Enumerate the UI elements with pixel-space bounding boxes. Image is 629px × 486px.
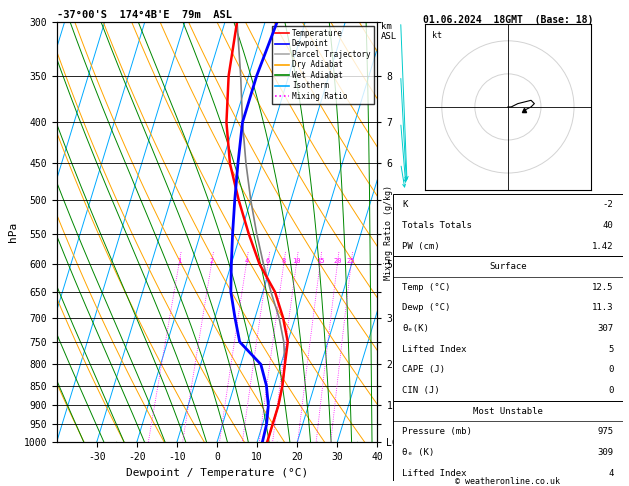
- Legend: Temperature, Dewpoint, Parcel Trajectory, Dry Adiabat, Wet Adiabat, Isotherm, Mi: Temperature, Dewpoint, Parcel Trajectory…: [272, 26, 374, 104]
- Text: θₑ(K): θₑ(K): [403, 324, 429, 333]
- Text: 0: 0: [608, 386, 613, 395]
- Text: 10: 10: [292, 258, 301, 264]
- Text: -2: -2: [603, 200, 613, 209]
- Text: 975: 975: [598, 427, 613, 436]
- Text: Totals Totals: Totals Totals: [403, 221, 472, 230]
- Bar: [393, 401, 623, 486]
- Text: km
ASL: km ASL: [381, 22, 397, 41]
- Text: Temp (°C): Temp (°C): [403, 283, 451, 292]
- Text: Most Unstable: Most Unstable: [473, 407, 543, 416]
- Text: Lifted Index: Lifted Index: [403, 345, 467, 354]
- Text: CIN (J): CIN (J): [403, 386, 440, 395]
- Text: CAPE (J): CAPE (J): [403, 365, 445, 374]
- Text: 20: 20: [333, 258, 342, 264]
- Text: Dewp (°C): Dewp (°C): [403, 303, 451, 312]
- Text: K: K: [403, 200, 408, 209]
- Text: 11.3: 11.3: [592, 303, 613, 312]
- Y-axis label: hPa: hPa: [8, 222, 18, 242]
- Text: © weatheronline.co.uk: © weatheronline.co.uk: [455, 477, 560, 486]
- Text: PW (cm): PW (cm): [403, 242, 440, 250]
- Text: Lifted Index: Lifted Index: [403, 469, 467, 478]
- Text: 5: 5: [608, 345, 613, 354]
- Text: -37°00'S  174°4B'E  79m  ASL: -37°00'S 174°4B'E 79m ASL: [57, 10, 231, 20]
- Text: 40: 40: [603, 221, 613, 230]
- Text: Pressure (mb): Pressure (mb): [403, 427, 472, 436]
- Text: 12.5: 12.5: [592, 283, 613, 292]
- Text: 6: 6: [266, 258, 270, 264]
- Text: 25: 25: [347, 258, 355, 264]
- Text: θₑ (K): θₑ (K): [403, 448, 435, 457]
- Text: 1.42: 1.42: [592, 242, 613, 250]
- Bar: [393, 256, 623, 401]
- Text: 309: 309: [598, 448, 613, 457]
- Text: 8: 8: [282, 258, 286, 264]
- Text: 0: 0: [608, 365, 613, 374]
- Text: 01.06.2024  18GMT  (Base: 18): 01.06.2024 18GMT (Base: 18): [423, 15, 593, 25]
- Text: 15: 15: [316, 258, 325, 264]
- Text: 2: 2: [209, 258, 214, 264]
- Bar: [393, 194, 623, 256]
- Text: 307: 307: [598, 324, 613, 333]
- Text: 1: 1: [177, 258, 181, 264]
- X-axis label: Dewpoint / Temperature (°C): Dewpoint / Temperature (°C): [126, 468, 308, 478]
- Text: Surface: Surface: [489, 262, 526, 271]
- Text: 4: 4: [608, 469, 613, 478]
- Text: Mixing Ratio (g/kg): Mixing Ratio (g/kg): [384, 185, 392, 279]
- Text: kt: kt: [432, 31, 442, 39]
- Text: 4: 4: [244, 258, 248, 264]
